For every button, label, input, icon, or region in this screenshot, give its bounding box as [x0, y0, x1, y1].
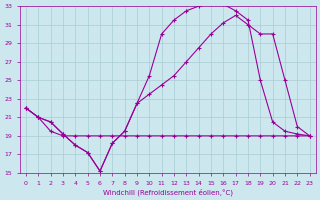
X-axis label: Windchill (Refroidissement éolien,°C): Windchill (Refroidissement éolien,°C) [103, 188, 233, 196]
